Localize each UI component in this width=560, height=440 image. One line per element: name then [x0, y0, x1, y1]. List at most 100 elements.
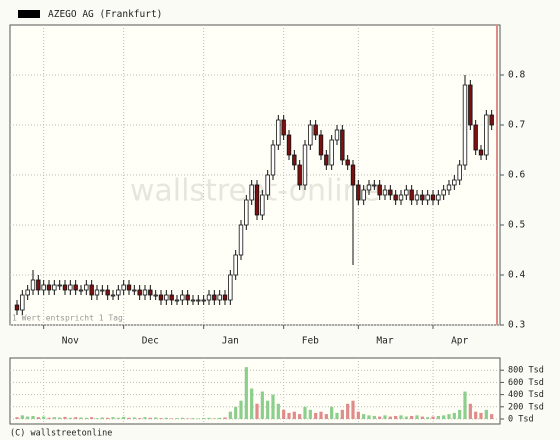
volume-bar: [335, 412, 339, 419]
candle-body: [409, 189, 414, 201]
volume-bar: [111, 417, 115, 419]
y-tick-label: 0.7: [508, 120, 525, 131]
volume-bar: [127, 417, 131, 419]
volume-bar: [271, 394, 275, 419]
volume-bar: [260, 391, 264, 419]
volume-bar: [447, 414, 451, 419]
candle-body: [137, 289, 142, 296]
volume-bar: [207, 417, 211, 419]
volume-bar: [394, 415, 398, 419]
volume-bar: [202, 418, 206, 419]
volume-bar: [431, 416, 435, 419]
candle-body: [68, 284, 73, 291]
y2-tick-label: 200 Tsd: [508, 402, 544, 412]
candle-body: [377, 184, 382, 196]
candle-body: [260, 194, 265, 216]
volume-bar: [404, 416, 408, 419]
volume-bar: [298, 414, 302, 419]
candle-body: [84, 284, 89, 291]
candle-body: [308, 124, 313, 146]
volume-bar: [47, 417, 51, 419]
candle-body: [121, 284, 126, 291]
candle-body: [89, 284, 94, 296]
legend-swatch: [18, 10, 40, 18]
candle-body: [233, 254, 238, 276]
x-tick-label: Nov: [62, 336, 79, 347]
volume-bar: [362, 414, 366, 419]
note: 1 Wert entspricht 1 Tag: [12, 314, 123, 323]
volume-bar: [378, 416, 382, 419]
volume-bar: [100, 417, 104, 419]
volume-bar: [458, 409, 462, 419]
candle-body: [41, 284, 46, 291]
volume-bar: [463, 391, 467, 419]
volume-bar: [42, 416, 46, 419]
y-tick-label: 0.4: [508, 270, 525, 281]
candle-body: [265, 174, 270, 196]
volume-bar: [479, 412, 483, 419]
candle-body: [462, 84, 468, 166]
volume-bar: [36, 417, 40, 419]
volume-bar: [234, 406, 238, 419]
volume-bar: [143, 417, 147, 419]
candle-body: [228, 274, 233, 301]
candle-body: [398, 194, 404, 201]
volume-bar: [180, 417, 184, 419]
candle-body: [382, 189, 388, 196]
candle-body: [180, 294, 185, 301]
candle-body: [366, 184, 372, 191]
volume-bar: [196, 418, 200, 419]
volume-bar: [218, 417, 222, 419]
volume-bar: [52, 417, 56, 419]
volume-bar: [26, 416, 30, 419]
volume-bar: [426, 417, 430, 419]
candle-body: [286, 134, 292, 156]
candle-body: [201, 299, 206, 302]
candle-body: [206, 294, 212, 301]
volume-bar: [159, 418, 163, 419]
candle-body: [302, 144, 308, 186]
candle-body: [100, 289, 105, 292]
candle-body: [30, 279, 36, 291]
volume-bar: [20, 415, 24, 419]
volume-bar: [79, 417, 83, 419]
x-tick-label: Mar: [376, 336, 393, 347]
y-tick-label: 0.6: [508, 170, 525, 181]
candle-body: [425, 194, 430, 201]
volume-bar: [436, 415, 440, 419]
candle-body: [281, 119, 286, 136]
candle-body: [430, 194, 436, 201]
candle-body: [25, 289, 30, 296]
volume-bar: [351, 400, 355, 419]
candle-body: [478, 149, 484, 156]
volume-bar: [106, 417, 110, 419]
volume-bar: [15, 417, 19, 419]
candle-body: [468, 84, 473, 126]
volume-bar: [68, 417, 72, 419]
candle-body: [414, 194, 420, 201]
volume-bar: [383, 415, 387, 419]
candle-body: [14, 304, 20, 311]
copyright: (C) wallstreetonline: [10, 429, 112, 439]
candle-body: [57, 284, 62, 287]
x-tick-label: Jan: [222, 336, 239, 347]
volume-bar: [319, 411, 323, 419]
volume-bar: [287, 412, 291, 419]
candle-body: [473, 124, 478, 151]
volume-bar: [255, 403, 259, 419]
volume-bar: [303, 406, 307, 419]
volume-bar: [474, 411, 478, 419]
volume-bar: [148, 417, 152, 419]
volume-bar: [410, 415, 414, 419]
volume-bar: [282, 409, 286, 419]
candle-body: [270, 144, 276, 176]
candle-body: [249, 184, 254, 201]
candle-body: [148, 289, 153, 296]
candle-body: [212, 294, 217, 301]
volume-bar: [244, 367, 248, 419]
candle-body: [404, 189, 409, 196]
volume-bar: [250, 388, 254, 419]
volume-bar: [346, 403, 350, 419]
volume-bar: [324, 414, 328, 419]
candle-body: [340, 129, 345, 161]
